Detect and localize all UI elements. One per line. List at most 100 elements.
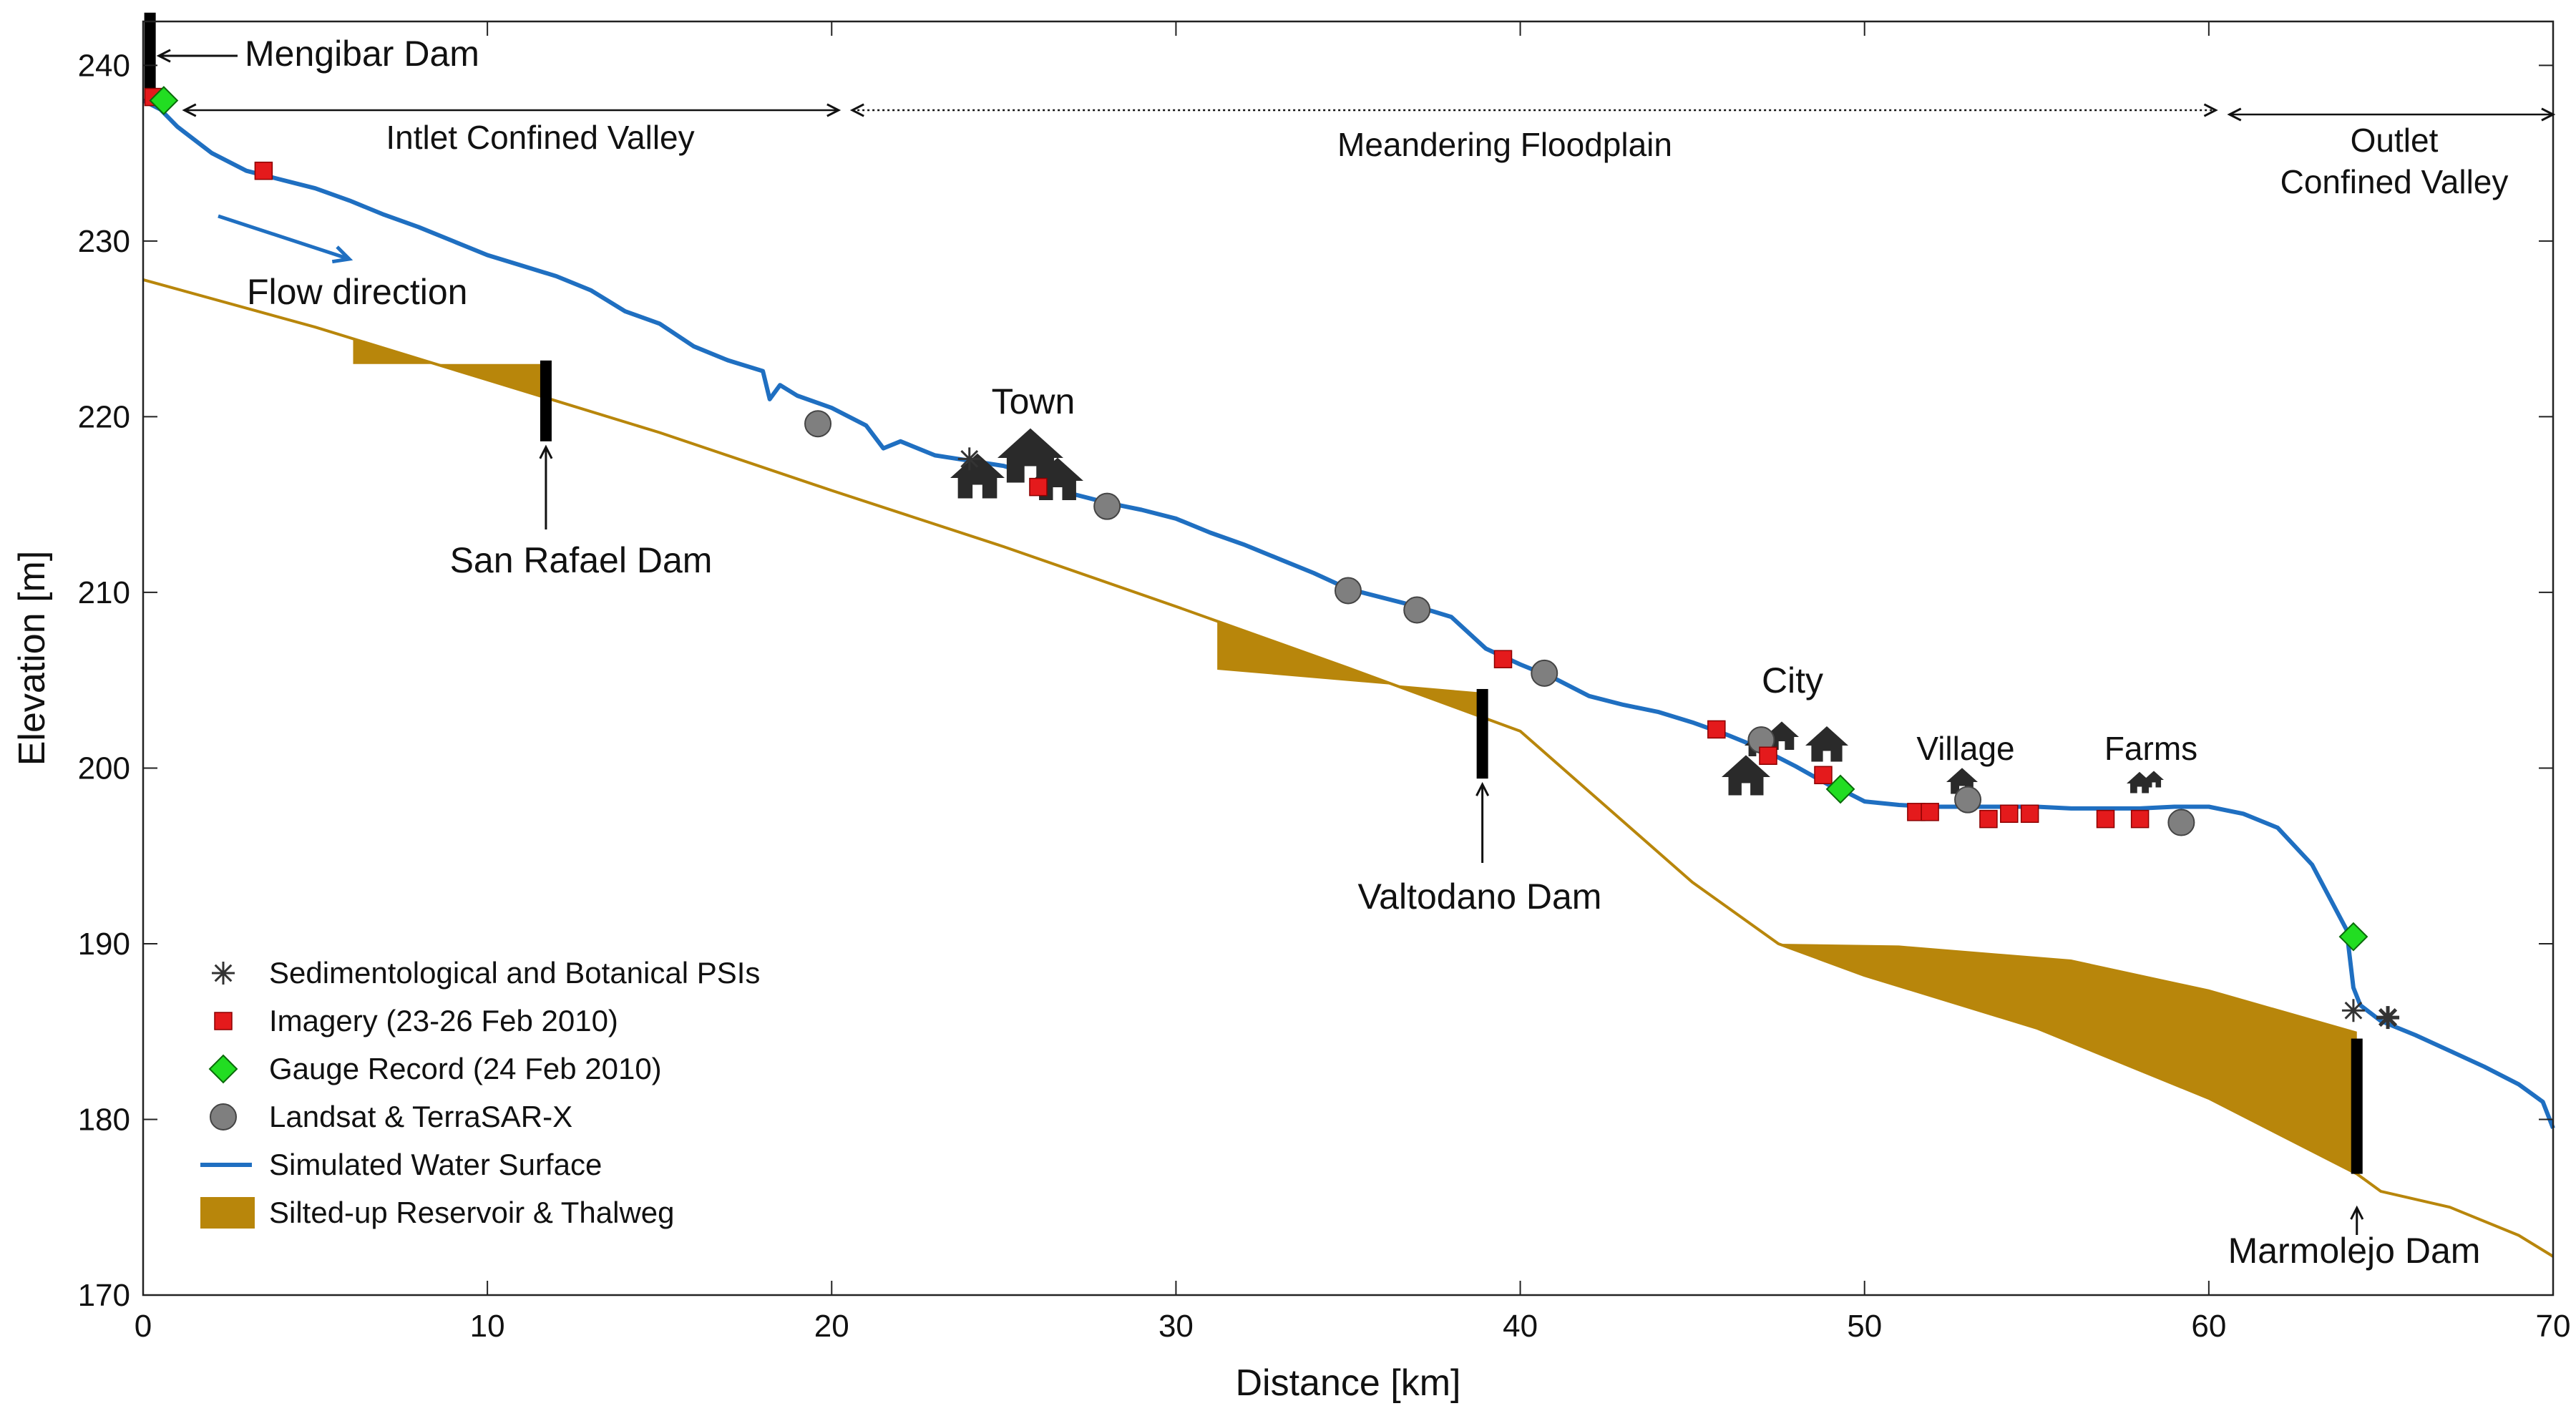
imagery-point-3 xyxy=(1029,477,1048,497)
imagery-point-6 xyxy=(1759,746,1777,766)
y-tick-label-6: 220 xyxy=(78,399,130,434)
y-tick-label-4: 200 xyxy=(78,751,130,786)
mengibar-dam-label: Mengibar Dam xyxy=(245,34,479,74)
farm-house-2-door xyxy=(2152,782,2156,788)
dam-bar-1 xyxy=(144,12,156,101)
legend-label-psi: Sedimentological and Botanical PSIs xyxy=(269,956,760,990)
legend-marker-psi-stroke-4 xyxy=(214,964,233,982)
farm-house-1-door xyxy=(2137,786,2142,793)
x-tick-label-6: 50 xyxy=(1847,1309,1882,1344)
reach-arrow-inlet-head-right xyxy=(826,103,841,117)
plot-background xyxy=(143,21,2553,1295)
psi-point-2 xyxy=(2341,999,2365,1022)
imagery-point-14 xyxy=(2130,809,2150,829)
imagery-point-11 xyxy=(2000,804,2019,824)
imagery-point-13 xyxy=(2096,809,2115,829)
reach-arrow-outlet-head-right xyxy=(2541,107,2556,122)
imagery-point-7 xyxy=(1814,766,1833,785)
imagery-point-2 xyxy=(254,161,273,180)
city-house-2 xyxy=(1765,721,1799,750)
landsat-point-8 xyxy=(2167,809,2195,836)
san-rafael-dam-pointer-head xyxy=(539,444,553,459)
landsat-point-5 xyxy=(1531,659,1558,687)
legend-marker-psi xyxy=(212,962,235,985)
mengibar-dam-pointer xyxy=(156,49,238,63)
x-tick-label-8: 70 xyxy=(2536,1309,2571,1344)
mengibar-dam-pointer-head xyxy=(156,49,171,63)
y-tick-label-7: 230 xyxy=(78,224,130,259)
city-house-2-roof xyxy=(1765,721,1799,737)
legend-label-gauge: Gauge Record (24 Feb 2010) xyxy=(269,1052,662,1085)
city-house-1-door xyxy=(1741,783,1751,796)
city-house-1-roof xyxy=(1722,755,1770,777)
imagery-point-10 xyxy=(1979,809,1998,829)
reach-arrow-meandering-head-right xyxy=(2203,103,2218,117)
reservoir-fill-2 xyxy=(1217,621,1483,779)
legend: Sedimentological and Botanical PSIs Imag… xyxy=(200,956,760,1229)
reach-arrow-outlet xyxy=(2227,107,2556,122)
reach-arrow-outlet-head-left xyxy=(2227,107,2242,122)
psi-point-1-stroke-4 xyxy=(960,449,979,468)
flow-direction-arrow-shaft xyxy=(218,214,350,261)
legend-marker-reservoir xyxy=(200,1197,255,1229)
reach-arrow-inlet-head-left xyxy=(182,103,197,117)
dam-bar-3 xyxy=(1476,688,1488,779)
village-label: Village xyxy=(1916,730,2014,767)
reservoir-fill-1 xyxy=(353,338,546,441)
reach-label-outlet: Outlet xyxy=(2351,122,2439,159)
town-house-2-roof xyxy=(997,428,1063,458)
y-axis-title: Elevation [m] xyxy=(11,551,53,766)
dam-layer xyxy=(144,12,2363,1174)
town-label: Town xyxy=(992,381,1075,421)
farm-house-2-roof xyxy=(2144,771,2164,780)
imagery-point-4 xyxy=(1493,650,1513,668)
valtodano-dam-pointer xyxy=(1475,781,1490,863)
y-tick-label-2: 180 xyxy=(78,1102,130,1137)
axes-layer: 0 10 20 30 40 50 60 70 170 180 190 200 210 220 230 240 xyxy=(78,20,2571,1344)
flow-direction-arrow xyxy=(218,214,353,264)
annotation-layer xyxy=(156,49,2556,1235)
x-axis-title: Distance [km] xyxy=(1236,1362,1461,1404)
legend-label-water-surface: Simulated Water Surface xyxy=(269,1148,602,1181)
city-house-3-roof xyxy=(1805,726,1848,746)
x-tick-label-7: 60 xyxy=(2191,1309,2226,1344)
y-tick-label-3: 190 xyxy=(78,927,130,962)
marker-layer xyxy=(144,86,2400,1030)
x-tick-label-3: 20 xyxy=(814,1309,849,1344)
gauge-point-3 xyxy=(2338,922,2368,952)
dam-bar-2 xyxy=(540,360,552,441)
x-tick-label-4: 30 xyxy=(1158,1309,1194,1344)
city-house-3 xyxy=(1805,726,1848,762)
legend-marker-imagery xyxy=(214,1012,233,1030)
reach-arrow-meandering xyxy=(849,103,2218,117)
imagery-point-12 xyxy=(2020,804,2039,824)
legend-label-imagery: Imagery (23-26 Feb 2010) xyxy=(269,1004,618,1037)
plot-frame xyxy=(142,20,2555,1297)
gauge-point-1 xyxy=(149,86,179,115)
landsat-point-1 xyxy=(804,410,832,438)
legend-label-reservoir: Silted-up Reservoir & Thalweg xyxy=(269,1196,675,1229)
town-house-3-roof xyxy=(1032,457,1083,481)
reach-label-inlet: Intlet Confined Valley xyxy=(386,119,694,156)
psi-point-2-stroke-4 xyxy=(2344,1001,2363,1020)
landsat-point-7 xyxy=(1954,786,1982,814)
landsat-point-2 xyxy=(1093,492,1121,520)
flow-direction-arrow-head xyxy=(331,245,353,264)
marmolejo-dam-pointer xyxy=(2350,1205,2364,1235)
city-house-3-door xyxy=(1823,751,1831,762)
y-tick-label-5: 210 xyxy=(78,575,130,610)
landsat-point-4 xyxy=(1403,596,1431,624)
san-rafael-dam-pointer xyxy=(539,444,553,529)
valtodano-dam-label: Valtodano Dam xyxy=(1358,876,1602,917)
village-house-1-roof xyxy=(1946,768,1978,782)
imagery-point-5 xyxy=(1707,720,1726,739)
town-house-1-door xyxy=(972,484,982,499)
y-tick-label-8: 240 xyxy=(78,48,130,83)
psi-point-3 xyxy=(2376,1006,2400,1030)
thalweg-line xyxy=(142,278,2555,1258)
x-tick-label-5: 40 xyxy=(1503,1309,1538,1344)
x-tick-label-2: 10 xyxy=(470,1309,505,1344)
landsat-point-3 xyxy=(1335,577,1362,605)
dam-bar-4 xyxy=(2351,1038,2363,1174)
